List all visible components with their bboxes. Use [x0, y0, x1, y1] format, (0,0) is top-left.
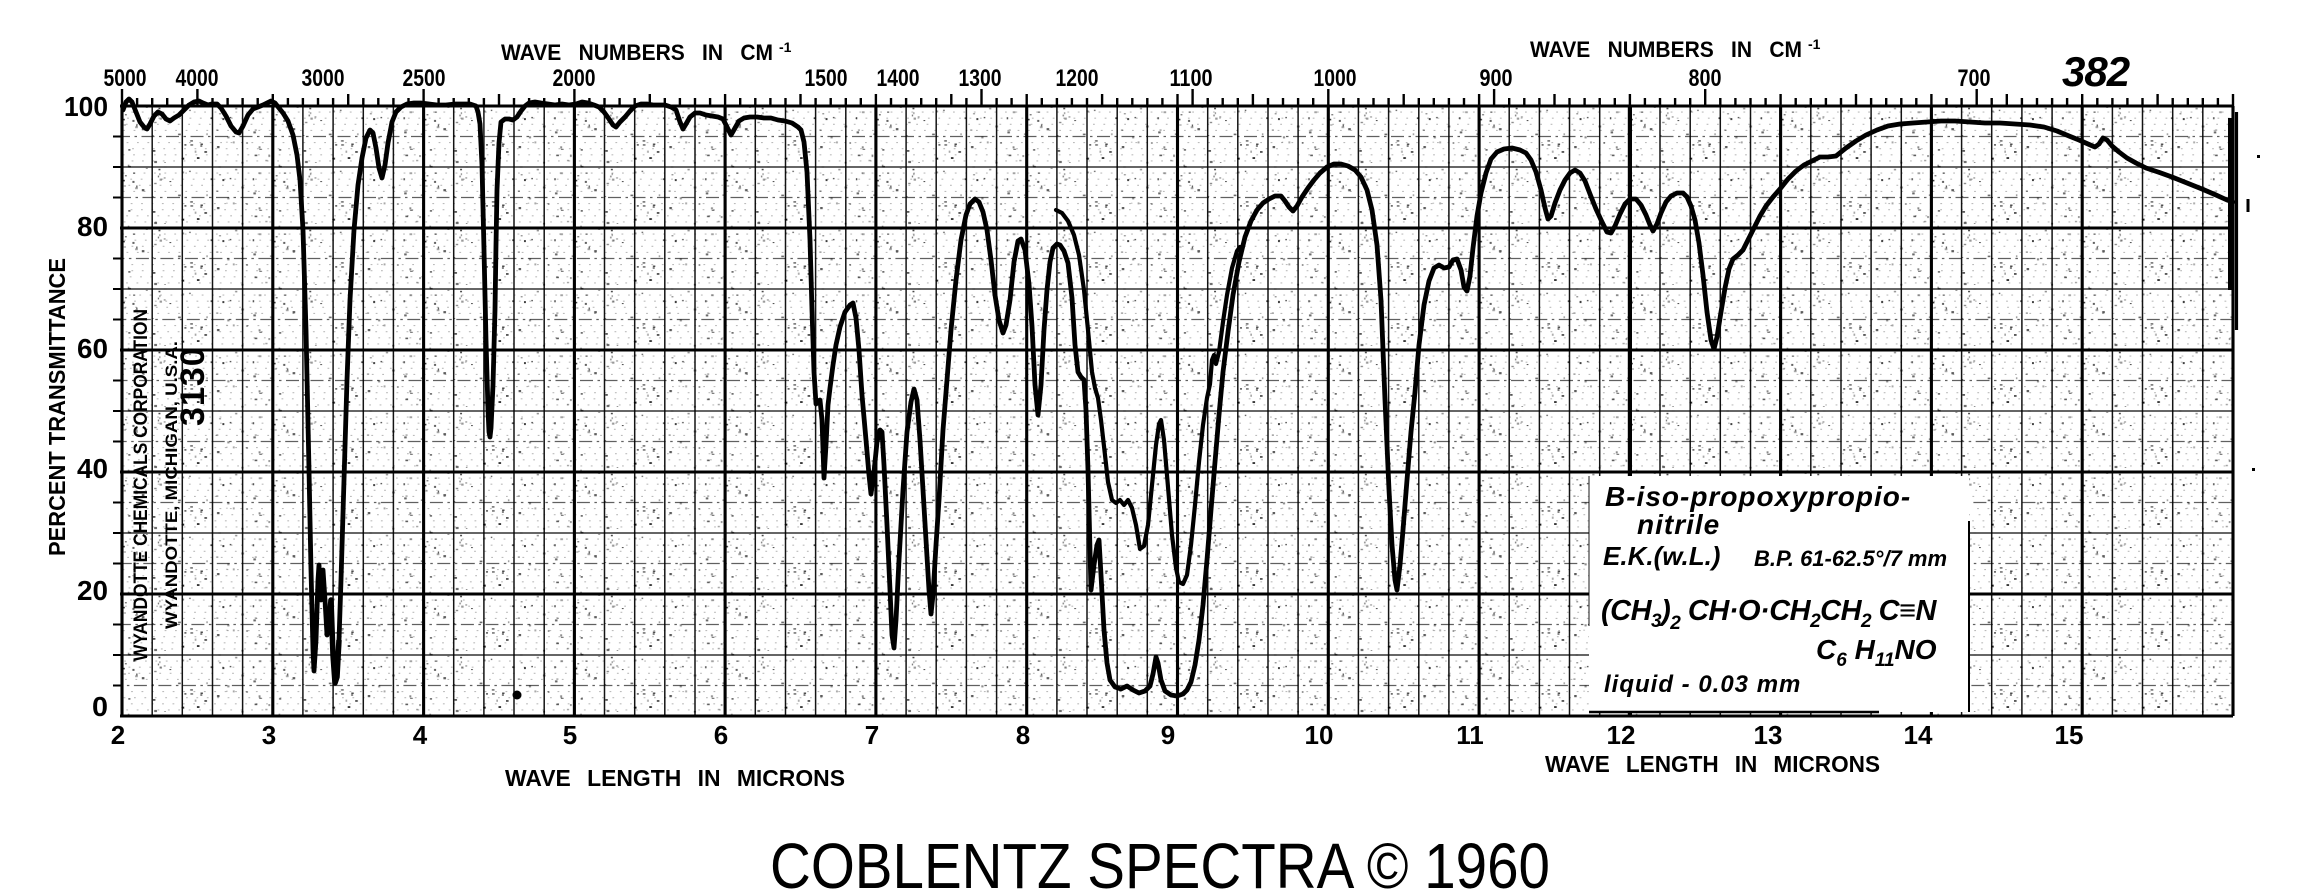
svg-text:15: 15 — [2055, 720, 2084, 750]
svg-text:PERCENT TRANSMITTANCE: PERCENT TRANSMITTANCE — [44, 258, 70, 556]
svg-text:liquid - 0.03 mm: liquid - 0.03 mm — [1604, 671, 1801, 698]
svg-text:11: 11 — [1456, 720, 1484, 750]
svg-text:6: 6 — [714, 720, 728, 750]
svg-text:3000: 3000 — [302, 65, 345, 92]
svg-text:10: 10 — [1305, 720, 1334, 750]
svg-text:2: 2 — [111, 720, 125, 750]
svg-text:2500: 2500 — [403, 65, 446, 92]
svg-text:B-iso-propoxypropio-: B-iso-propoxypropio- — [1605, 481, 1911, 512]
svg-text:WYANDOTTE CHEMICALS CORPORATIO: WYANDOTTE CHEMICALS CORPORATION — [131, 309, 152, 661]
svg-text:40: 40 — [77, 453, 108, 484]
svg-text:WAVE NUMBERS IN CM: WAVE NUMBERS IN CM — [1530, 37, 1802, 62]
svg-text:WAVE LENGTH IN MICRONS: WAVE LENGTH IN MICRONS — [505, 765, 845, 791]
svg-text:7: 7 — [865, 720, 879, 750]
svg-text:WAVE LENGTH IN MICRONS: WAVE LENGTH IN MICRONS — [1545, 751, 1880, 777]
svg-text:2000: 2000 — [553, 65, 596, 92]
svg-text:1500: 1500 — [805, 65, 848, 92]
svg-text:80: 80 — [77, 211, 108, 242]
svg-text:B.P. 61-62.5°/7 mm: B.P. 61-62.5°/7 mm — [1754, 546, 1947, 571]
svg-text:700: 700 — [1958, 65, 1991, 92]
svg-text:-1: -1 — [779, 39, 792, 55]
svg-text:0: 0 — [92, 691, 108, 722]
svg-text:3130: 3130 — [174, 346, 212, 426]
svg-text:4000: 4000 — [176, 65, 219, 92]
svg-text:E.K.(w.L.): E.K.(w.L.) — [1603, 541, 1720, 571]
svg-text:5000: 5000 — [104, 65, 147, 92]
svg-text:13: 13 — [1754, 720, 1783, 750]
svg-text:800: 800 — [1689, 65, 1722, 92]
svg-text:nitrile: nitrile — [1637, 509, 1720, 540]
svg-text:12: 12 — [1607, 720, 1636, 750]
svg-text:9: 9 — [1161, 720, 1175, 750]
svg-text:COBLENTZ SPECTRA © 1960: COBLENTZ SPECTRA © 1960 — [770, 830, 1550, 891]
svg-text:1100: 1100 — [1170, 65, 1213, 92]
svg-text:C6 H11NO: C6 H11NO — [1816, 634, 1937, 671]
svg-text:1000: 1000 — [1314, 65, 1357, 92]
svg-text:14: 14 — [1904, 720, 1933, 750]
svg-text:900: 900 — [1480, 65, 1513, 92]
svg-text:WYANDOTTE, MICHIGAN, U.S.A.: WYANDOTTE, MICHIGAN, U.S.A. — [162, 341, 181, 629]
svg-text:1300: 1300 — [959, 65, 1002, 92]
svg-text:100: 100 — [64, 91, 108, 122]
svg-text:-1: -1 — [1808, 36, 1821, 52]
svg-text:1200: 1200 — [1056, 65, 1099, 92]
svg-text:5: 5 — [563, 720, 577, 750]
svg-text:3: 3 — [262, 720, 276, 750]
svg-text:WAVE NUMBERS IN CM: WAVE NUMBERS IN CM — [501, 40, 773, 65]
svg-text:4: 4 — [413, 720, 428, 750]
svg-text:20: 20 — [77, 575, 108, 606]
svg-text:1400: 1400 — [877, 65, 920, 92]
svg-text:8: 8 — [1016, 720, 1030, 750]
svg-text:382: 382 — [2062, 48, 2130, 95]
svg-text:60: 60 — [77, 333, 108, 364]
